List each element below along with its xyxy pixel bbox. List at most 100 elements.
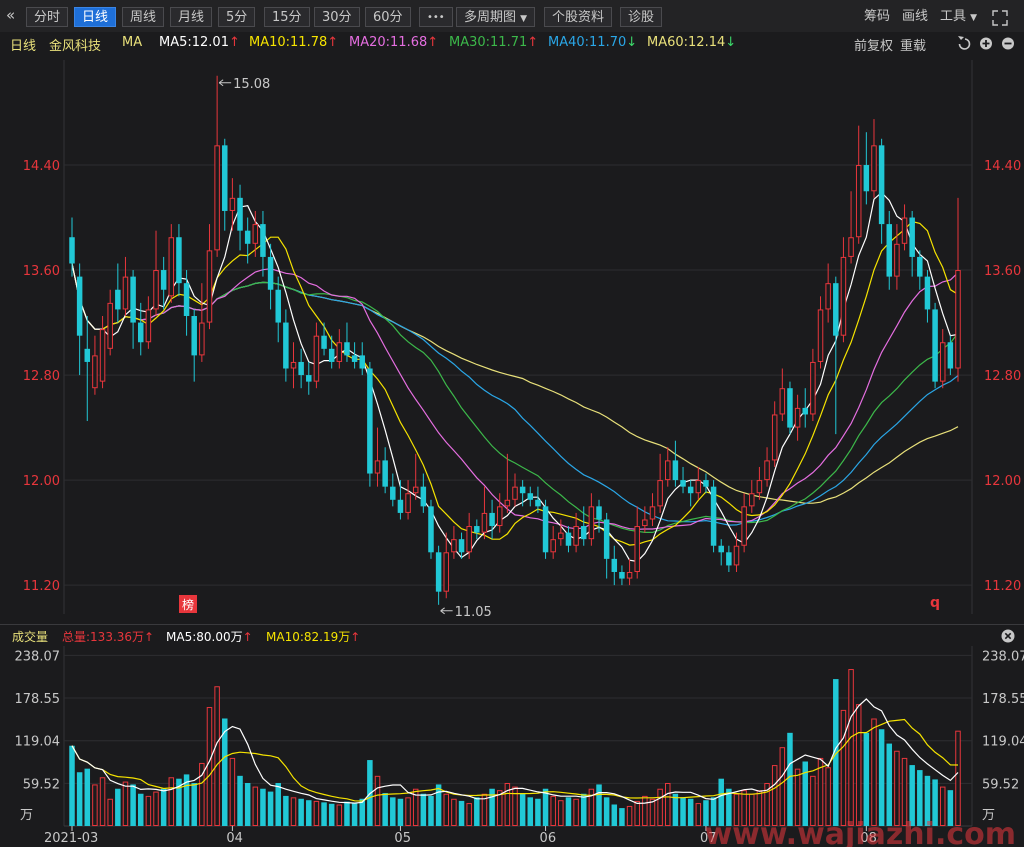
candle-body-down (222, 145, 228, 211)
volume-bar-up (481, 793, 488, 826)
period-button-intraday[interactable]: 分时 (26, 7, 69, 27)
volume-legend-bar: 成交量 总量:133.36万↑ MA5:80.00万↑ MA10:82.19万↑ (0, 624, 1024, 647)
candle-body-up (817, 309, 824, 362)
price-tick-label-right: 12.80 (984, 369, 1021, 384)
candle-body-down (542, 506, 549, 553)
candle-body-down (390, 486, 396, 500)
reload-button[interactable]: 重载 (900, 39, 927, 54)
period-button-daily[interactable]: 日线 (74, 7, 117, 27)
candle-body-up (558, 532, 564, 540)
candle-body-down (428, 506, 434, 553)
candle-body-down (275, 289, 281, 323)
volume-chart[interactable]: 238.07 238.07 178.55 178.55 119.04 119.04 59.5… (0, 646, 1024, 847)
volume-bar-up (764, 783, 770, 826)
candle-body-up (588, 506, 595, 540)
price-tick-label-right: 11.20 (984, 579, 1021, 594)
candle-body-down (580, 526, 587, 540)
volume-bar-up (894, 750, 900, 826)
volume-tick-label-left: 178.55 (15, 692, 61, 707)
x-tick-label: 2021-03 (44, 831, 98, 846)
period-button-30min[interactable]: 30分 (314, 7, 360, 27)
volume-title: 成交量 (12, 630, 49, 644)
candle-body-down (69, 237, 75, 264)
candle-body-up (573, 526, 579, 546)
candle-body-down (863, 165, 870, 192)
volume-tick-label-right: 59.52 (982, 777, 1019, 792)
volume-bar-up (665, 783, 671, 826)
stock-info-button[interactable]: 个股资料 (544, 7, 613, 27)
volume-bar-up (855, 704, 862, 827)
volume-bar-down (283, 795, 289, 826)
candle-body-up (756, 480, 763, 494)
volume-bar-up (779, 747, 786, 826)
diagnose-button[interactable]: 诊股 (620, 7, 663, 27)
undo-icon[interactable] (958, 38, 971, 50)
candle-body-down (397, 499, 404, 513)
candle-body-down (710, 486, 717, 546)
volume-bar-down (420, 793, 427, 826)
volume-bar-up (871, 718, 877, 826)
volume-bar-up (825, 767, 831, 826)
close-circle-icon[interactable] (1001, 629, 1015, 643)
x-tick-label: 06 (540, 831, 557, 846)
volume-bar-down (596, 784, 602, 826)
volume-bar-up (466, 803, 472, 826)
candle-body-up (466, 526, 472, 553)
volume-bar-down (672, 793, 679, 826)
price-chart[interactable]: 14.40 14.40 13.60 13.60 12.80 12.80 12.00 12.00… (0, 54, 1024, 624)
volume-ma10-line (71, 718, 959, 802)
volume-bar-up (451, 798, 457, 826)
candle-body-down (474, 526, 480, 533)
candle-body-up (634, 526, 640, 572)
volume-bar-down (237, 775, 243, 826)
price-tick-label-left: 13.60 (23, 264, 60, 279)
expand-icon[interactable] (992, 10, 1008, 26)
candle-body-down (283, 322, 289, 369)
volume-bar-up (107, 798, 113, 826)
more-button[interactable]: ••• (419, 7, 453, 27)
period-button-60min[interactable]: 60分 (365, 7, 411, 27)
adjust-button[interactable]: 前复权 (854, 39, 894, 54)
candle-body-up (771, 414, 778, 461)
period-button-5min[interactable]: 5分 (218, 7, 256, 27)
period-button-15min[interactable]: 15分 (264, 7, 310, 27)
candle-body-up (764, 460, 770, 481)
volume-unit-right: 万 (982, 808, 995, 823)
x-tick-label: 04 (226, 831, 243, 846)
q-marker[interactable]: q (930, 595, 940, 611)
candle-body-down (611, 558, 618, 572)
tools-menu[interactable]: 工具 ▼ (940, 7, 977, 27)
candle-body-up (665, 460, 671, 481)
volume-bar-down (687, 798, 694, 826)
draw-line-button[interactable]: 画线 (902, 9, 929, 24)
candle-body-up (443, 552, 450, 592)
candle-body-up (550, 539, 556, 553)
back-icon[interactable]: « (6, 6, 16, 24)
period-label: 日线 (10, 39, 37, 54)
ranking-badge[interactable] (179, 595, 197, 613)
multi-period-dropdown[interactable]: 多周期图 ▼ (456, 7, 536, 27)
volume-bar-down (542, 788, 549, 826)
candle-body-down (115, 289, 121, 310)
candle-body-up (336, 342, 343, 362)
volume-bar-down (863, 732, 870, 826)
volume-tick-label-right: 178.55 (982, 692, 1024, 707)
candle-body-up (92, 355, 98, 389)
volume-bar-up (657, 788, 663, 827)
volume-bar-down (306, 800, 312, 826)
volume-bar-down (84, 768, 91, 826)
ma60-line (71, 263, 959, 504)
candle-body-down (886, 224, 893, 277)
volume-bar-down (76, 772, 83, 826)
candle-body-down (435, 552, 442, 592)
volume-bar-down (726, 788, 732, 826)
candle-body-down (344, 342, 350, 356)
period-button-weekly[interactable]: 周线 (122, 7, 165, 27)
chips-button[interactable]: 筹码 (864, 9, 891, 24)
volume-bar-down (115, 788, 121, 826)
x-tick-label: 05 (394, 831, 411, 846)
volume-bar-down (176, 778, 182, 826)
price-tick-label-left: 12.80 (23, 369, 60, 384)
period-button-monthly[interactable]: 月线 (170, 7, 213, 27)
ranking-badge-label: 榜 (182, 597, 194, 612)
